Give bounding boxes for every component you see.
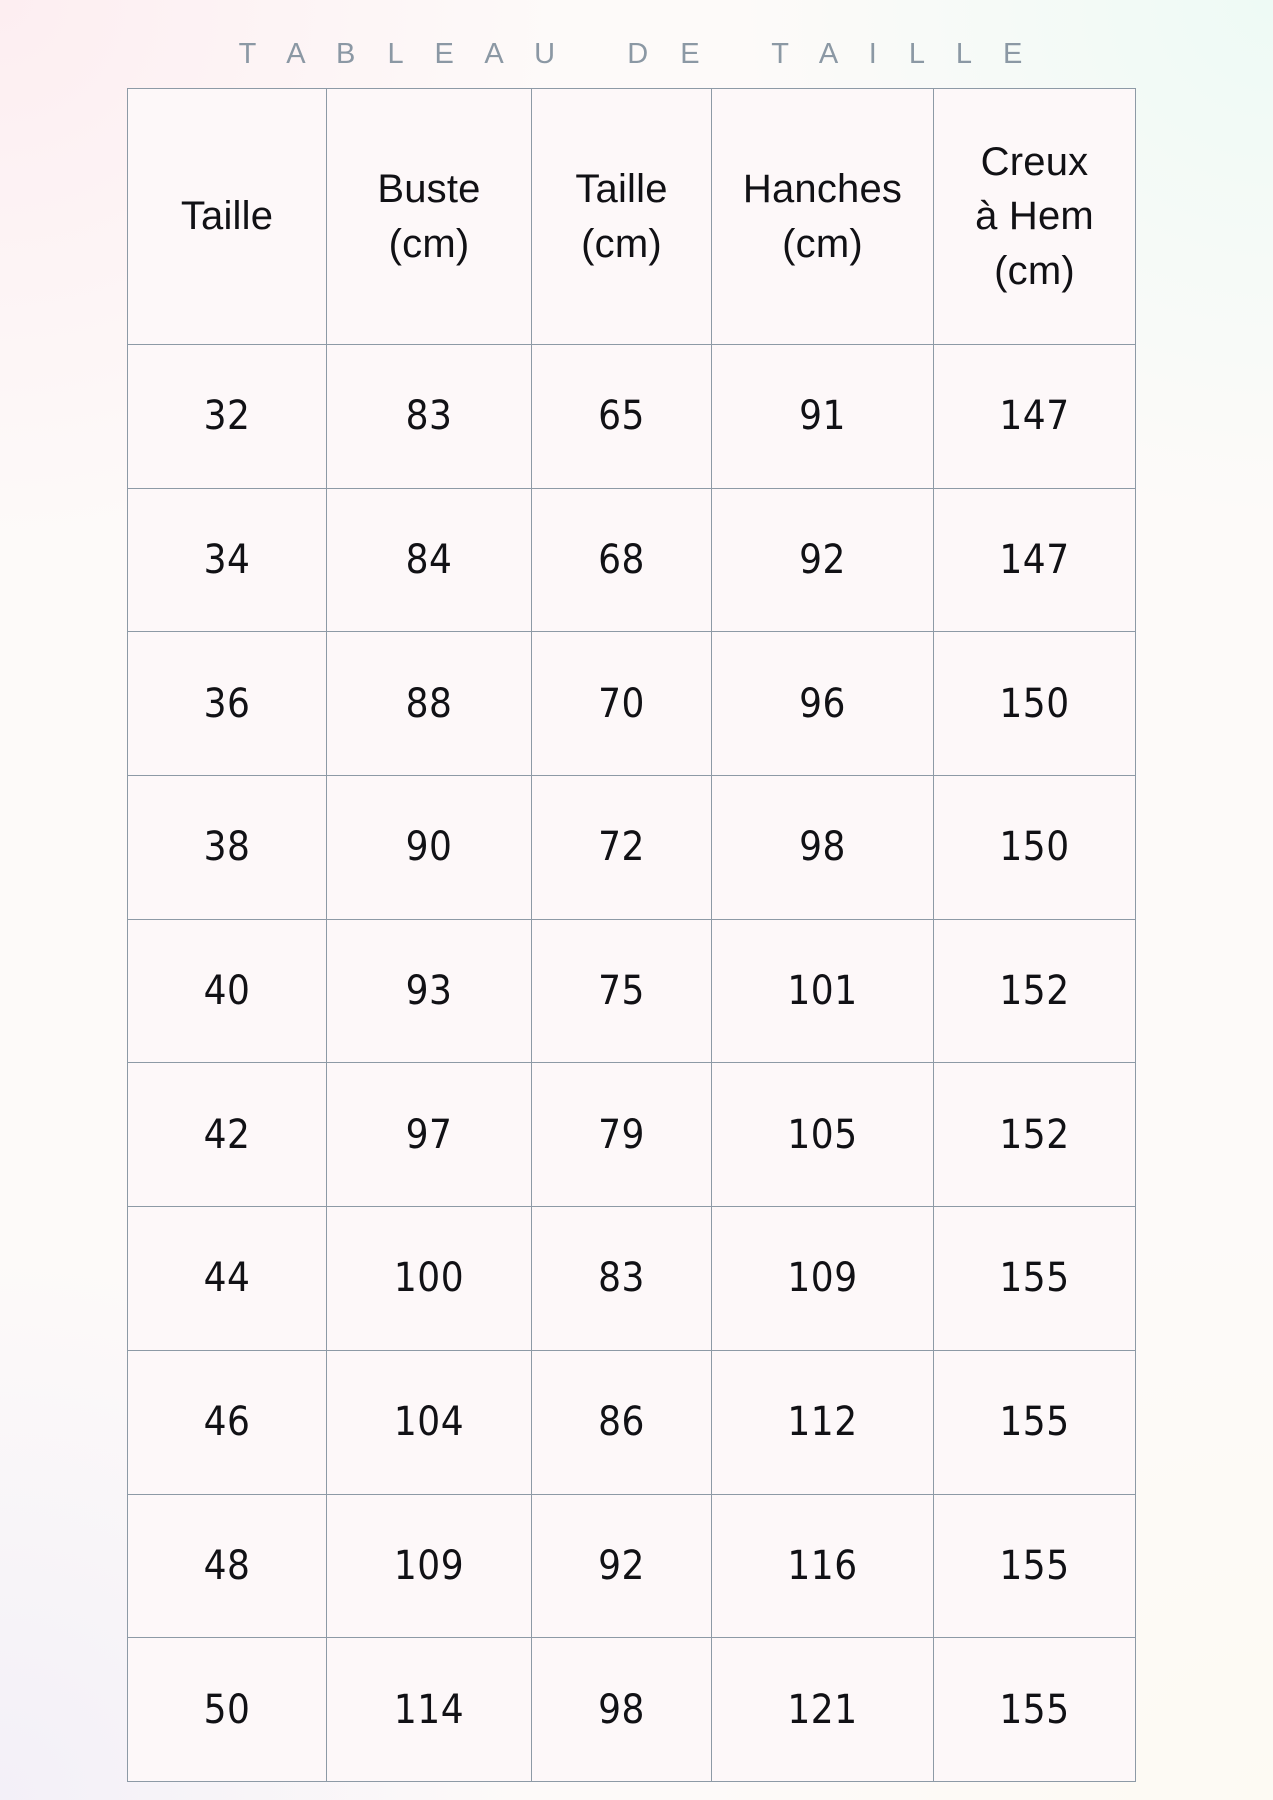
table-cell: 65 [531,344,712,489]
column-header-taille: Taille [127,88,327,345]
table-cell: 90 [326,775,532,920]
cell-size: 42 [127,1062,327,1208]
table-cell: 72 [531,775,712,920]
table-cell: 114 [326,1637,532,1782]
header-line-2: (cm) [782,221,863,266]
page-title: T A B L E A U D E T A I L L E [238,38,1035,70]
header-line-1: Creux [980,139,1089,184]
header-line-2: (cm) [388,221,470,266]
table-cell: 109 [711,1206,934,1351]
table-row: 32 83 65 91 147 [127,344,1136,489]
size-chart-table-container: Taille Buste (cm) Taille (cm) Hanches (c… [127,88,1136,1782]
table-header: Taille Buste (cm) Taille (cm) Hanches (c… [127,88,1136,345]
table-cell: 68 [531,487,712,633]
table-cell: 104 [326,1349,532,1495]
header-line-1: Taille [180,194,274,239]
table-cell: 97 [326,1062,532,1208]
size-chart-table: Taille Buste (cm) Taille (cm) Hanches (c… [127,88,1136,1782]
header-line-3: (cm) [994,248,1075,293]
table-row: 36 88 70 96 150 [127,631,1136,777]
table-cell: 86 [531,1349,712,1495]
table-cell: 75 [531,918,712,1064]
table-cell: 150 [933,775,1136,920]
table-row: 38 90 72 98 150 [127,775,1136,920]
header-line-2: (cm) [581,221,662,266]
table-row: 50 114 98 121 155 [127,1637,1136,1782]
header-line-1: Taille [575,167,668,212]
table-cell: 70 [531,631,712,777]
cell-size: 38 [127,775,327,920]
column-header-buste: Buste (cm) [326,88,532,345]
table-row: 44 100 83 109 155 [127,1206,1136,1351]
table-cell: 116 [711,1493,934,1639]
column-header-taille-cm: Taille (cm) [531,88,712,345]
table-cell: 88 [326,631,532,777]
cell-size: 36 [127,631,327,777]
table-cell: 100 [326,1206,532,1351]
table-cell: 98 [711,775,934,920]
table-cell: 155 [933,1349,1136,1495]
table-cell: 84 [326,487,532,633]
table-cell: 147 [933,487,1136,633]
cell-size: 46 [127,1349,327,1495]
table-cell: 101 [711,918,934,1064]
table-cell: 152 [933,918,1136,1064]
cell-size: 48 [127,1493,327,1639]
table-cell: 147 [933,344,1136,489]
cell-size: 34 [127,487,327,633]
table-cell: 109 [326,1493,532,1639]
table-row: 46 104 86 112 155 [127,1349,1136,1495]
table-cell: 152 [933,1062,1136,1208]
table-row: 42 97 79 105 152 [127,1062,1136,1208]
cell-size: 40 [127,918,327,1064]
column-header-creux-a-hem: Creux à Hem (cm) [933,88,1136,345]
header-row: Taille Buste (cm) Taille (cm) Hanches (c… [127,88,1136,345]
table-row: 40 93 75 101 152 [127,918,1136,1064]
table-cell: 83 [326,344,532,489]
table-cell: 155 [933,1637,1136,1782]
table-cell: 93 [326,918,532,1064]
table-row: 34 84 68 92 147 [127,487,1136,633]
header-line-2: à Hem [975,194,1094,239]
table-cell: 92 [531,1493,712,1639]
cell-size: 50 [127,1637,327,1782]
table-cell: 150 [933,631,1136,777]
table-row: 48 109 92 116 155 [127,1493,1136,1639]
table-cell: 83 [531,1206,712,1351]
table-cell: 155 [933,1206,1136,1351]
column-header-hanches: Hanches (cm) [711,88,934,345]
cell-size: 44 [127,1206,327,1351]
table-cell: 112 [711,1349,934,1495]
table-cell: 105 [711,1062,934,1208]
header-line-1: Buste [377,167,481,212]
cell-size: 32 [127,344,327,489]
table-cell: 98 [531,1637,712,1782]
table-cell: 92 [711,487,934,633]
header-line-1: Hanches [742,167,903,212]
table-cell: 155 [933,1493,1136,1639]
table-cell: 96 [711,631,934,777]
table-cell: 79 [531,1062,712,1208]
table-cell: 121 [711,1637,934,1782]
table-body: 32 83 65 91 147 34 84 68 92 147 36 88 70 96 150 38 90 72 9… [127,344,1136,1782]
table-cell: 91 [711,344,934,489]
